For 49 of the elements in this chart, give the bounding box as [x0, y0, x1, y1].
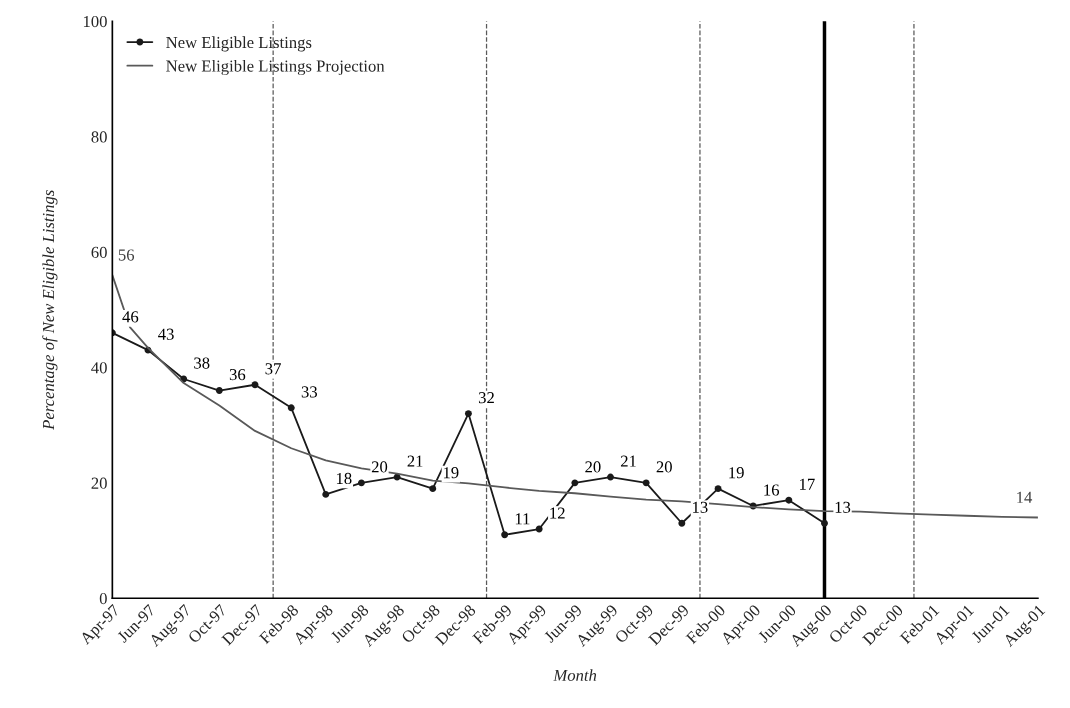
- point: [535, 525, 543, 533]
- data-label: 21: [407, 455, 423, 467]
- data-label: 46: [122, 311, 139, 323]
- y-tick-label: 20: [91, 477, 107, 489]
- point: [785, 496, 793, 504]
- point: [607, 473, 614, 481]
- data-label: 33: [301, 386, 317, 398]
- data-label: 13: [693, 501, 708, 513]
- y-tick-label: 0: [99, 592, 107, 605]
- data-label: 20: [585, 461, 601, 473]
- data-label: 19: [729, 467, 744, 479]
- data-label: 43: [158, 328, 174, 340]
- point: [821, 519, 828, 527]
- data-label: 38: [194, 357, 210, 369]
- data-label: 19: [443, 467, 459, 479]
- point: [714, 485, 722, 493]
- y-tick-label: 100: [83, 15, 107, 28]
- legend-label: New Eligible Listings: [166, 36, 312, 52]
- point: [642, 479, 650, 487]
- point: [357, 479, 365, 487]
- data-label: 17: [800, 478, 815, 490]
- y-tick-label: 60: [91, 246, 107, 258]
- data-label: 16: [764, 484, 780, 496]
- data-label: 13: [835, 501, 851, 513]
- point: [322, 490, 330, 498]
- y-axis-title: Percentage of New Eligible Listings: [42, 190, 58, 430]
- data-label: 36: [229, 369, 246, 381]
- data-label: 18: [336, 472, 352, 485]
- y-tick-label: 40: [91, 362, 107, 374]
- data-label: 37: [265, 363, 281, 375]
- data-label: 20: [656, 461, 672, 473]
- point: [571, 479, 579, 487]
- data-label: 21: [620, 455, 636, 467]
- point: [287, 404, 295, 412]
- point: [501, 531, 509, 539]
- data-label: 56: [118, 249, 135, 261]
- legend-label: New Eligible Listings Projection: [166, 59, 385, 76]
- data-label: 11: [515, 513, 530, 525]
- data-label: 32: [478, 392, 494, 404]
- point: [464, 410, 472, 418]
- y-tick-label: 80: [91, 131, 107, 143]
- point: [678, 519, 686, 527]
- point: [251, 381, 259, 389]
- point: [429, 485, 437, 493]
- data-label: 12: [550, 507, 565, 519]
- point: [215, 387, 223, 395]
- data-label: 14: [1017, 491, 1033, 503]
- x-axis-title: Month: [553, 669, 597, 681]
- data-label: 20: [371, 461, 388, 473]
